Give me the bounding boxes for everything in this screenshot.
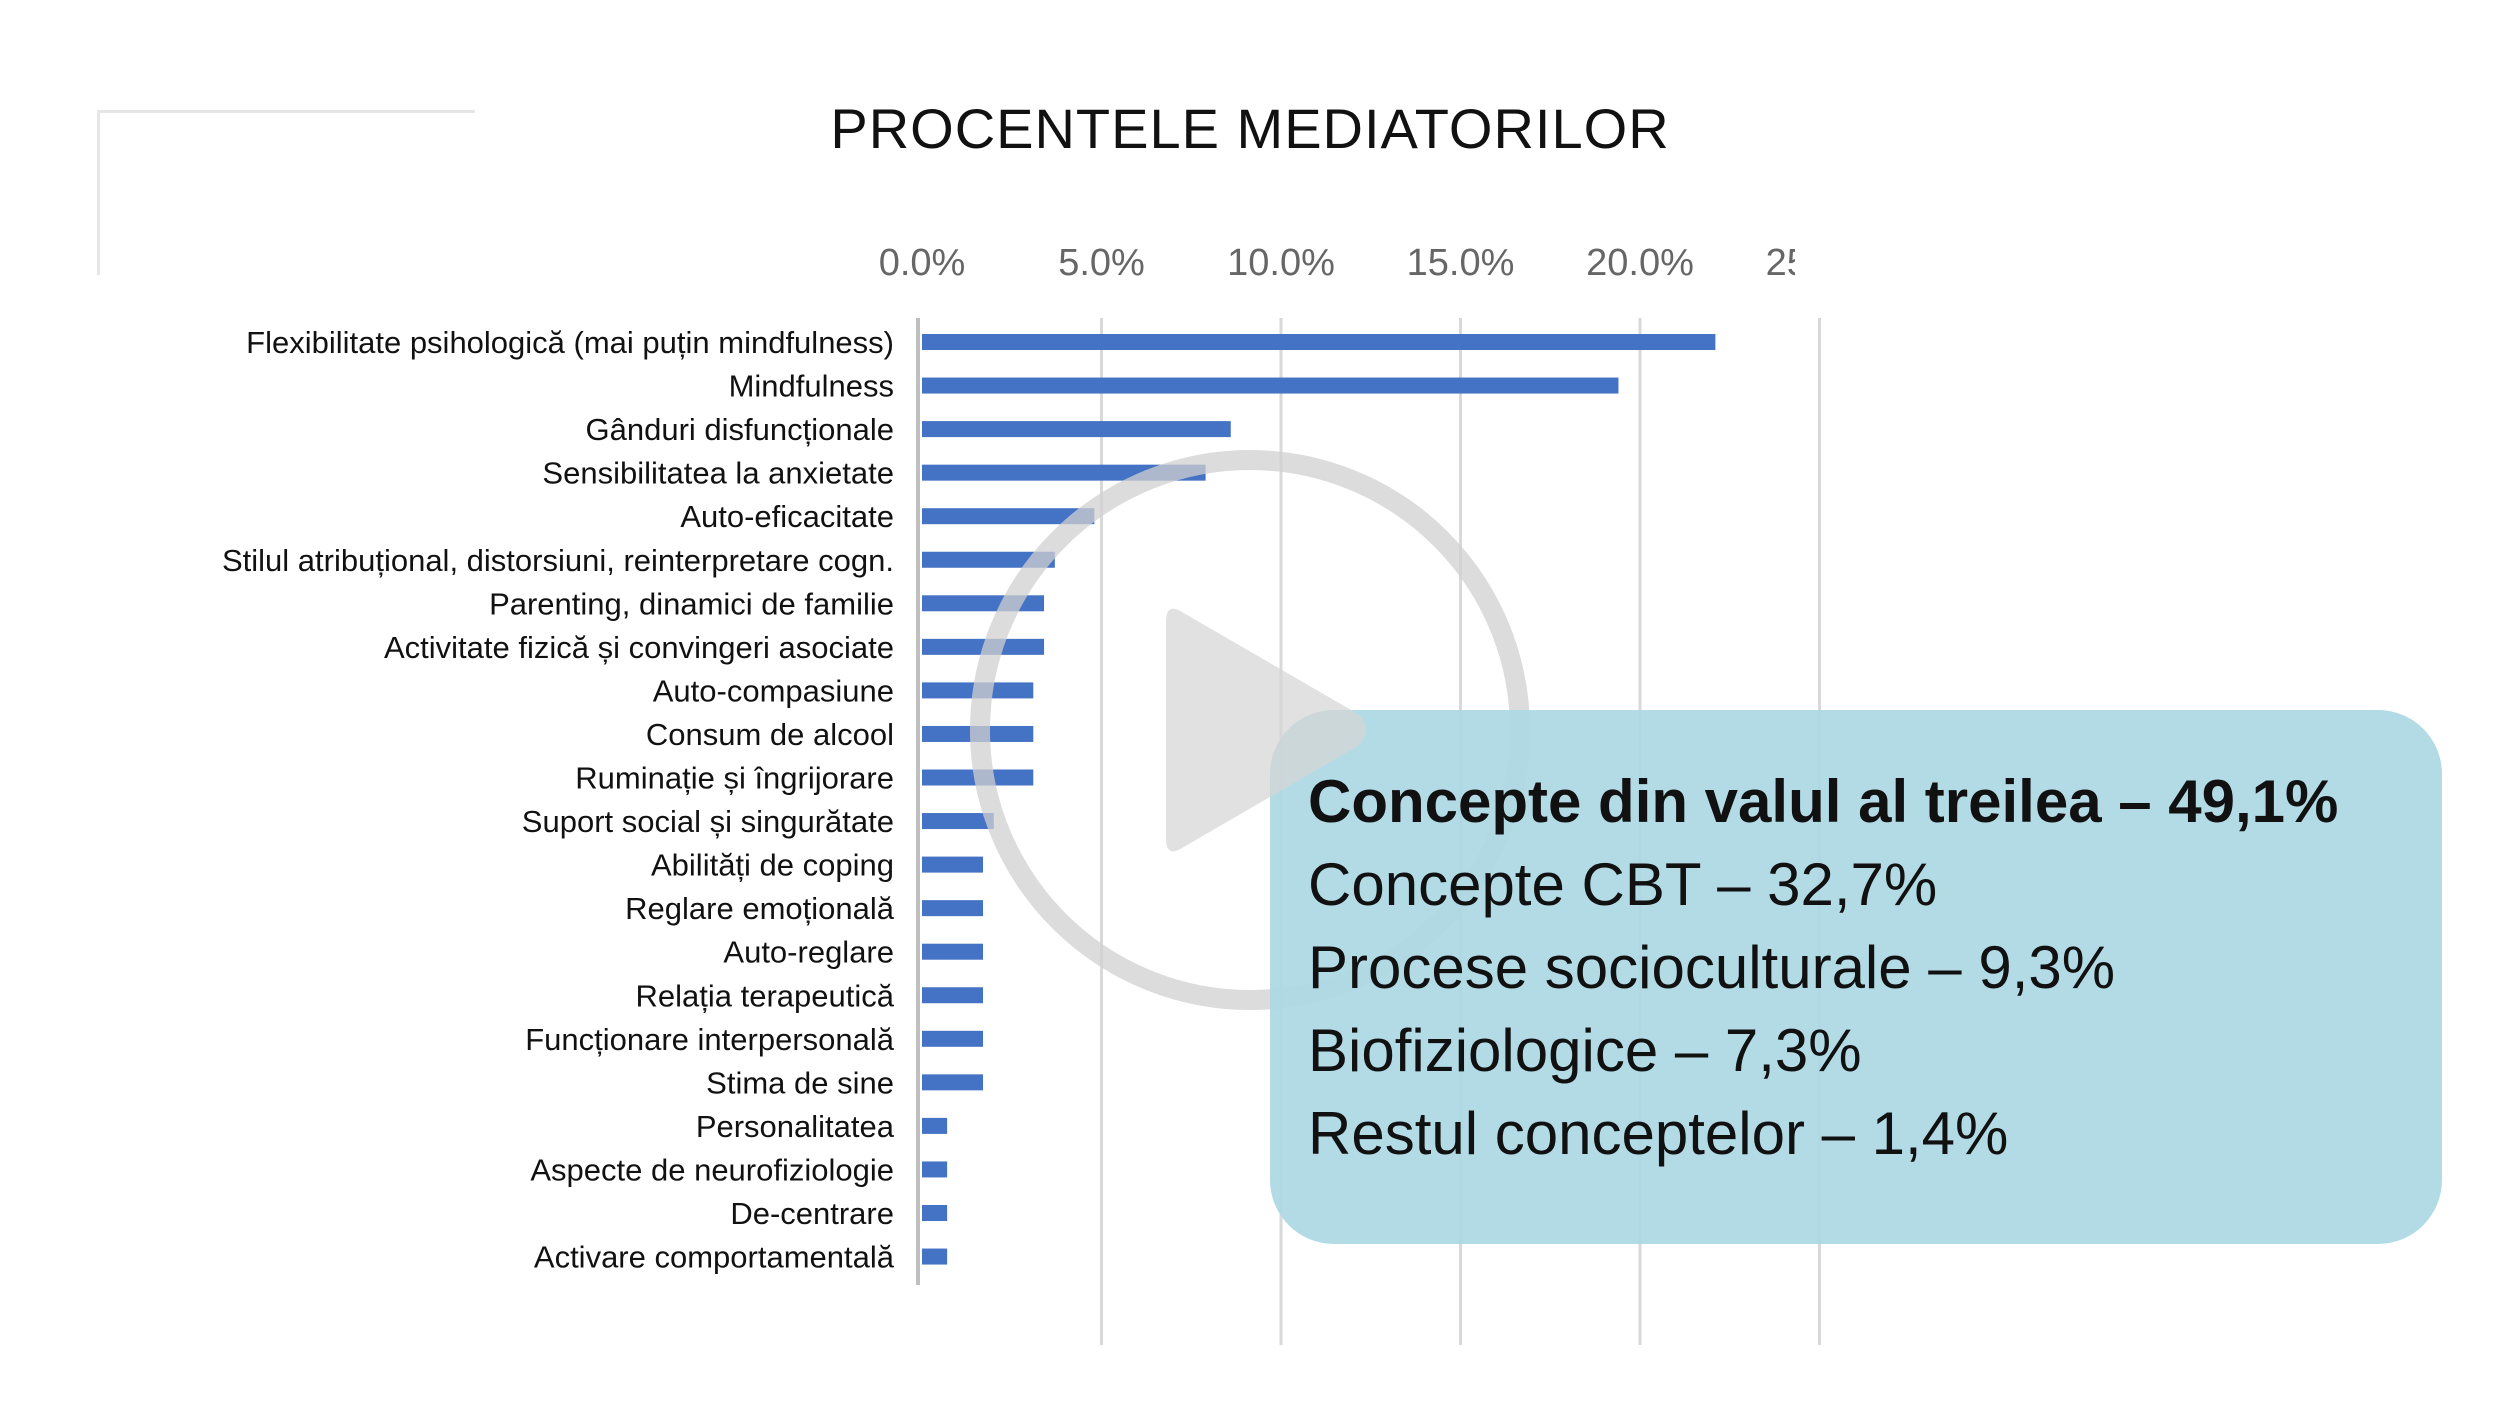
summary-line-biophysiological: Biofiziologice – 7,3% <box>1308 1017 1862 1084</box>
bar <box>922 377 1619 394</box>
category-label: Flexibilitate psihologică (mai puțin min… <box>246 325 894 360</box>
summary-line-third-wave: Concepte din valul al treilea – 49,1% <box>1308 768 2339 835</box>
chart-bars <box>922 334 1716 1265</box>
summary-box: Concepte din valul al treilea – 49,1% Co… <box>1270 710 2442 1244</box>
category-label: Activare comportamentală <box>534 1240 895 1275</box>
category-label: Consum de alcool <box>646 717 894 752</box>
x-tick-label: 10.0% <box>1227 242 1335 284</box>
category-label: Abilități de coping <box>651 848 894 883</box>
category-label: Stima de sine <box>706 1065 894 1100</box>
x-tick-label: 15.0% <box>1407 242 1515 284</box>
category-label: Activitate fizică și convingeri asociate <box>384 630 894 665</box>
bar <box>922 1117 948 1134</box>
category-label: Relația terapeutică <box>636 978 895 1013</box>
category-label: Parenting, dinamici de familie <box>489 586 894 621</box>
category-label: Stilul atribuțional, distorsiuni, reinte… <box>222 543 894 578</box>
summary-line-rest: Restul conceptelor – 1,4% <box>1308 1100 2009 1167</box>
bar <box>922 1248 948 1265</box>
category-label: De-centrare <box>730 1196 894 1231</box>
bar <box>922 1205 948 1221</box>
category-label: Mindfulness <box>729 369 894 404</box>
bar <box>922 900 984 917</box>
summary-line-cbt: Concepte CBT – 32,7% <box>1308 851 1938 918</box>
x-tick-label: 0.0% <box>879 242 966 284</box>
x-tick-label: 25.0% <box>1766 242 1874 284</box>
category-labels: Flexibilitate psihologică (mai puțin min… <box>222 325 895 1275</box>
bar <box>922 813 994 830</box>
x-axis-ticks: 0.0% 5.0% 10.0% 15.0% 20.0% 25.0% <box>879 242 1874 284</box>
bar <box>922 943 984 960</box>
x-tick-label: 20.0% <box>1586 242 1694 284</box>
category-label: Auto-reglare <box>723 935 894 970</box>
x-tick-label: 5.0% <box>1058 242 1145 284</box>
bar <box>922 1074 984 1091</box>
decorative-frame-corner <box>97 110 475 275</box>
chart-title: PROCENTELE MEDIATORILOR <box>830 97 1669 160</box>
category-label: Funcționare interpersonală <box>525 1022 895 1057</box>
bar <box>922 1161 948 1178</box>
category-label: Gânduri disfuncționale <box>586 412 894 447</box>
category-label: Reglare emoțională <box>625 891 895 926</box>
bar <box>922 987 984 1004</box>
bar <box>922 551 1055 568</box>
category-label: Auto-compasiune <box>653 673 894 708</box>
bar <box>922 856 984 873</box>
bar <box>922 1030 984 1047</box>
category-label: Personalitatea <box>696 1109 895 1144</box>
category-label: Auto-eficacitate <box>680 499 894 534</box>
category-label: Sensibilitatea la anxietate <box>542 456 894 491</box>
category-label: Aspecte de neurofiziologie <box>530 1152 894 1187</box>
summary-line-sociocultural: Procese socioculturale – 9,3% <box>1308 934 2116 1001</box>
bar <box>922 421 1231 438</box>
bar <box>922 508 1095 525</box>
category-label: Suport social și singurătate <box>522 804 894 839</box>
category-label: Ruminație și îngrijorare <box>575 761 894 796</box>
bar <box>922 334 1716 350</box>
